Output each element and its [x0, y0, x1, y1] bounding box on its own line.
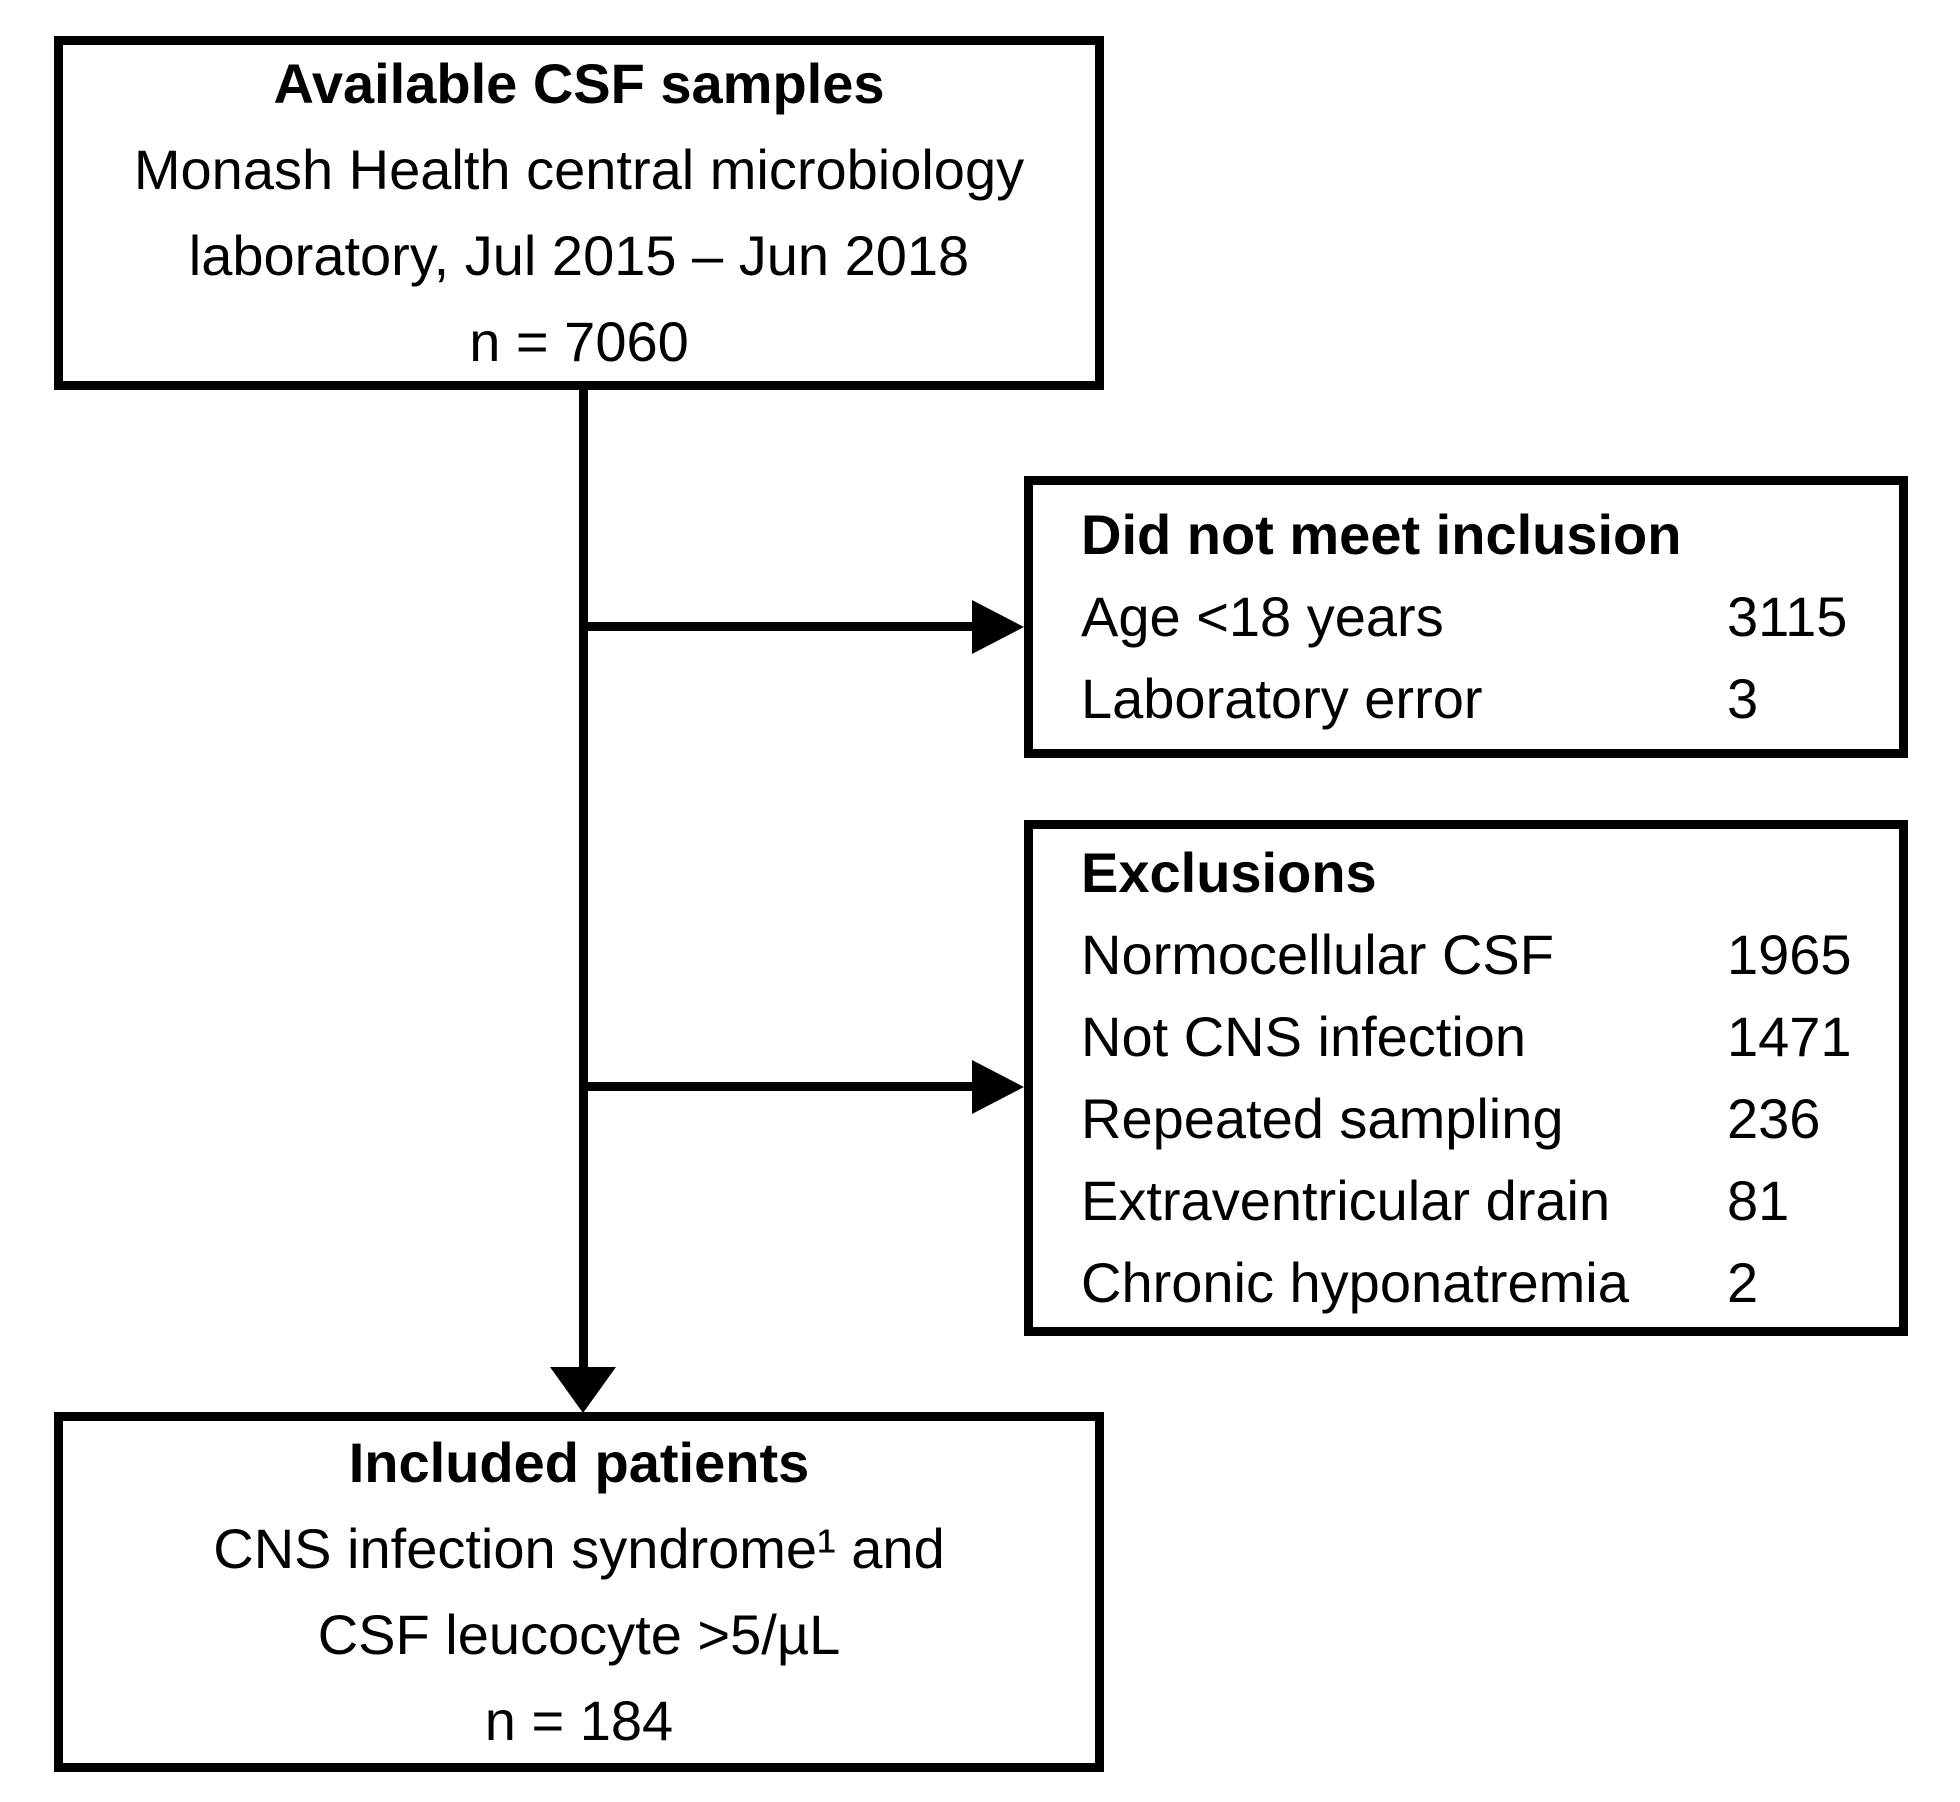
exclusion-row-value: 2	[1727, 1251, 1759, 1314]
inclusion-row-label: Laboratory error	[1081, 667, 1483, 730]
included-patients-criterion-2: CSF leucocyte >5/µL	[317, 1603, 841, 1666]
inclusion-row-label: Age <18 years	[1081, 585, 1444, 648]
inclusion-row: Age <18 years 3115	[1081, 576, 1875, 658]
available-samples-period: laboratory, Jul 2015 – Jun 2018	[188, 224, 970, 287]
exclusion-row: Normocellular CSF 1965	[1081, 914, 1875, 996]
arrowhead-right-icon	[972, 1060, 1024, 1114]
exclusion-row-value: 1471	[1727, 1005, 1852, 1068]
exclusion-row: Not CNS infection 1471	[1081, 996, 1875, 1078]
included-patients-title: Included patients	[348, 1431, 810, 1494]
inclusion-row-value: 3	[1727, 667, 1759, 730]
exclusions-box: Exclusions Normocellular CSF 1965 Not CN…	[1024, 820, 1908, 1336]
included-patients-count: n = 184	[484, 1689, 674, 1752]
included-patients-box: Included patients CNS infection syndrome…	[54, 1412, 1104, 1772]
exclusion-branch-connector	[583, 1082, 975, 1091]
available-samples-box: Available CSF samples Monash Health cent…	[54, 36, 1104, 390]
inclusion-row-value: 3115	[1727, 585, 1848, 648]
main-vertical-connector	[579, 390, 588, 1370]
exclusion-row-label: Extraventricular drain	[1081, 1169, 1611, 1232]
arrowhead-right-icon	[972, 600, 1024, 654]
available-samples-source: Monash Health central microbiology	[133, 138, 1025, 201]
exclusion-row-label: Not CNS infection	[1081, 1005, 1527, 1068]
exclusion-row-label: Repeated sampling	[1081, 1087, 1564, 1150]
available-samples-count: n = 7060	[469, 310, 689, 373]
included-patients-criterion-1: CNS infection syndrome¹ and	[213, 1517, 945, 1580]
exclusions-title: Exclusions	[1081, 841, 1377, 904]
inclusion-row: Laboratory error 3	[1081, 658, 1875, 740]
exclusion-row-label: Chronic hyponatremia	[1081, 1251, 1629, 1314]
exclusion-row: Repeated sampling 236	[1081, 1078, 1875, 1160]
did-not-meet-inclusion-title: Did not meet inclusion	[1081, 503, 1682, 566]
did-not-meet-inclusion-box: Did not meet inclusion Age <18 years 311…	[1024, 476, 1908, 758]
exclusion-row-label: Normocellular CSF	[1081, 923, 1554, 986]
inclusion-branch-connector	[583, 622, 975, 631]
exclusion-row-value: 1965	[1727, 923, 1852, 986]
exclusion-row: Extraventricular drain 81	[1081, 1160, 1875, 1242]
exclusion-row-value: 81	[1727, 1169, 1790, 1232]
arrowhead-down-icon	[550, 1367, 616, 1413]
exclusion-row-value: 236	[1727, 1087, 1821, 1150]
available-samples-title: Available CSF samples	[273, 52, 885, 115]
exclusion-row: Chronic hyponatremia 2	[1081, 1242, 1875, 1324]
